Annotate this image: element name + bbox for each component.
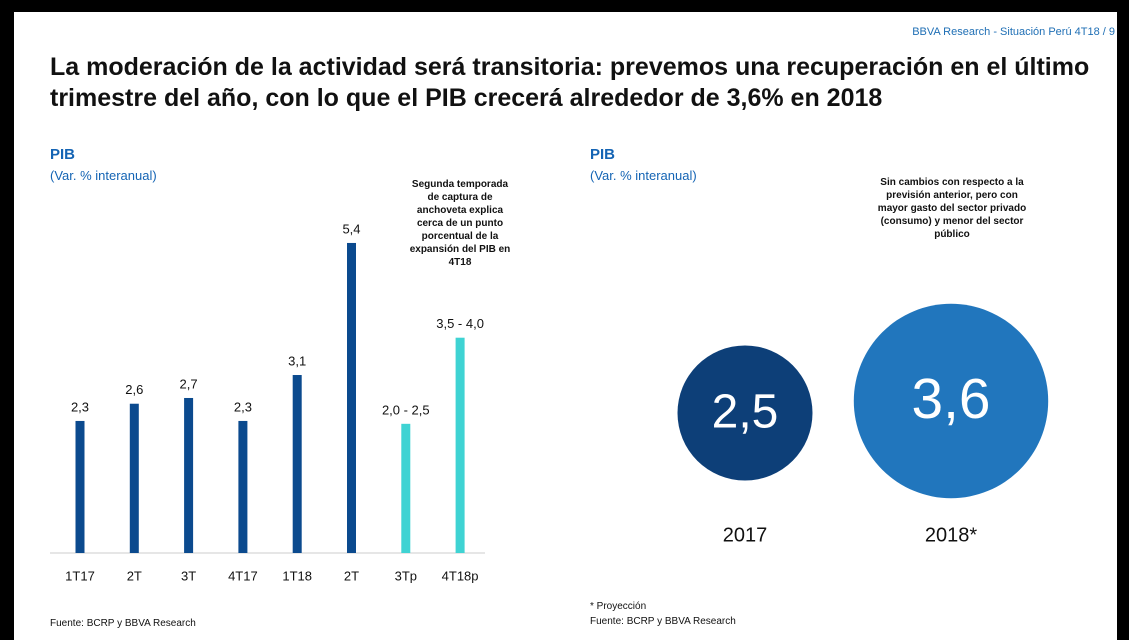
value-label: 2,0 - 2,5 <box>382 402 430 417</box>
x-tick-label: 1T17 <box>65 568 95 583</box>
value-label: 3,1 <box>288 353 306 368</box>
bubble <box>853 303 1049 499</box>
bubble <box>677 345 813 481</box>
category-label: 2018* <box>925 524 977 546</box>
chart-subtitle: (Var. % interanual) <box>590 168 697 183</box>
bar <box>75 420 85 553</box>
x-tick-label: 4T18p <box>442 568 479 583</box>
bar <box>347 242 356 553</box>
bar <box>292 375 302 553</box>
chart-title: PIB <box>590 146 616 163</box>
bar <box>455 337 465 553</box>
source: Fuente: BCRP y BBVA Research <box>50 618 196 629</box>
header: BBVA Research - Situación Perú 4T18 / 9 <box>912 26 1115 38</box>
source: Fuente: BCRP y BBVA Research <box>590 616 736 627</box>
category-label: 2017 <box>723 524 768 546</box>
x-tick-label: 2T <box>127 568 142 583</box>
x-tick-label: 3Tp <box>395 568 417 583</box>
x-tick-label: 2T <box>344 568 359 583</box>
chart-subtitle: (Var. % interanual) <box>50 168 157 183</box>
annotation: Sin cambios con respecto a la previsión … <box>877 177 1027 240</box>
value-label: 3,6 <box>912 368 991 431</box>
value-label: 2,6 <box>125 382 143 397</box>
x-tick-label: 1T18 <box>282 568 312 583</box>
value-label: 2,7 <box>180 376 198 391</box>
value-label: 2,3 <box>234 399 252 414</box>
x-tick-label: 3T <box>181 568 196 583</box>
annotation: Segunda temporada de captura de anchovet… <box>409 179 511 268</box>
value-label: 5,4 <box>342 221 360 236</box>
value-label: 3,5 - 4,0 <box>436 316 484 331</box>
note: * Proyección <box>590 601 647 612</box>
bar <box>238 420 248 553</box>
slide-title: La moderación de la actividad será trans… <box>50 53 1090 112</box>
value-label: 2,3 <box>71 399 89 414</box>
chart-title: PIB <box>50 146 76 163</box>
bar <box>129 403 139 553</box>
bar <box>401 423 411 553</box>
bar <box>184 397 194 553</box>
x-tick-label: 4T17 <box>228 568 258 583</box>
value-label: 2,5 <box>712 386 779 439</box>
